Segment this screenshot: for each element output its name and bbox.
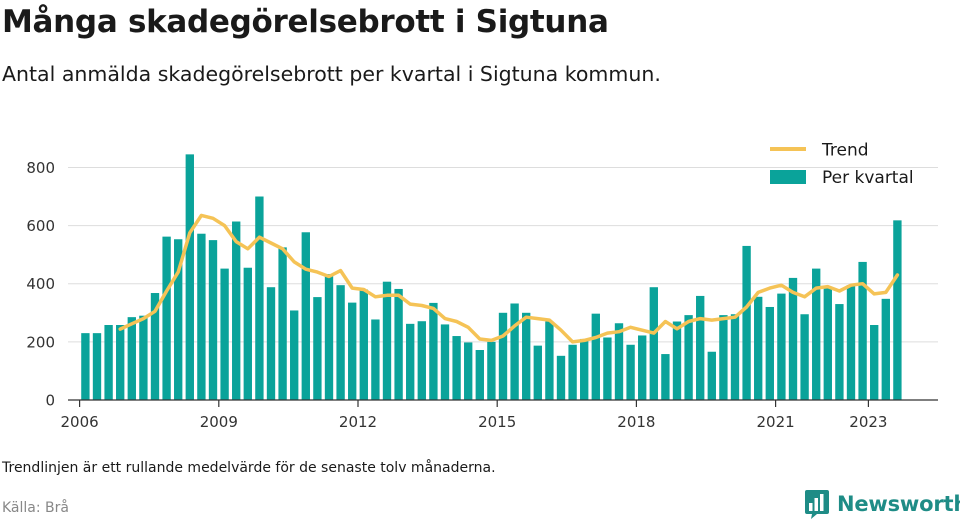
bar <box>754 296 763 400</box>
bar <box>893 220 902 400</box>
bar <box>846 285 856 400</box>
bar <box>371 319 380 400</box>
legend: Trend Per kvartal <box>770 141 914 188</box>
bar <box>116 325 125 400</box>
bar <box>696 295 705 400</box>
bar <box>313 297 322 400</box>
trend-line <box>118 213 900 344</box>
bar <box>777 293 786 400</box>
bar <box>800 314 809 400</box>
bar <box>220 268 229 400</box>
bar <box>208 240 218 400</box>
bar <box>719 315 728 400</box>
bar <box>406 323 415 400</box>
bar <box>661 354 670 400</box>
bar <box>545 321 554 400</box>
bar <box>498 312 508 400</box>
x-tick-label: 2006 <box>61 413 99 431</box>
bar <box>197 233 206 400</box>
bar <box>823 286 832 400</box>
bar <box>556 355 566 400</box>
y-tick-label: 400 <box>26 275 55 293</box>
bar <box>522 312 531 400</box>
bar <box>614 323 624 400</box>
trend-series <box>118 213 900 344</box>
bar <box>452 336 461 400</box>
x-tick-label: 2023 <box>849 413 887 431</box>
legend-label-per-kvartal: Per kvartal <box>822 168 914 188</box>
axes: 0 200 400 600 800 2006 2009 2012 2015 2018 2021 202… <box>26 159 938 431</box>
bar <box>266 287 276 400</box>
bar-chart-speech-bubble-icon <box>805 490 829 519</box>
bar <box>464 342 473 400</box>
bar <box>475 350 484 400</box>
x-tick-label: 2018 <box>617 413 655 431</box>
bar <box>440 324 450 400</box>
bar <box>788 277 798 400</box>
bar <box>359 289 368 400</box>
y-tick-label: 0 <box>45 392 55 410</box>
bar <box>336 285 345 400</box>
y-tick-label: 200 <box>26 333 55 351</box>
x-tick-label: 2021 <box>757 413 795 431</box>
bar <box>672 321 682 400</box>
y-tick-label: 800 <box>26 159 55 177</box>
bar <box>394 288 403 400</box>
chart-note: Trendlinjen är ett rullande medelvärde f… <box>2 460 496 476</box>
legend-swatch-per-kvartal <box>770 170 806 184</box>
bar-series <box>81 154 902 400</box>
bar <box>870 325 879 400</box>
bar <box>382 281 392 400</box>
bar <box>127 317 136 400</box>
bar <box>568 344 577 400</box>
bar <box>278 247 287 400</box>
bar <box>626 344 635 400</box>
y-tick-label: 600 <box>26 217 55 235</box>
bar <box>742 245 751 400</box>
bar <box>150 293 160 400</box>
bar <box>348 302 357 400</box>
bar <box>835 304 844 400</box>
brand-name: Newsworthy <box>837 492 960 516</box>
bar <box>603 337 612 400</box>
brand-logo-block: Newsworthy <box>804 489 960 519</box>
bar <box>243 267 252 400</box>
bar <box>139 315 148 400</box>
bar <box>510 303 519 400</box>
chart-subtitle: Antal anmälda skadegörelsebrott per kvar… <box>2 62 661 86</box>
chart-title: Många skadegörelsebrott i Sigtuna <box>2 4 609 40</box>
bar <box>255 196 264 400</box>
bar <box>301 232 310 400</box>
source-label: Källa: Brå <box>2 500 69 516</box>
bar <box>707 351 716 400</box>
bar <box>684 315 693 400</box>
bar <box>324 274 334 400</box>
bar <box>730 314 740 400</box>
x-tick-label: 2015 <box>478 413 516 431</box>
bar <box>232 221 241 400</box>
bar <box>858 261 867 400</box>
bar <box>162 236 171 400</box>
bar <box>638 335 647 400</box>
bar <box>81 333 90 400</box>
bar <box>429 302 438 400</box>
bar <box>591 313 600 400</box>
bar <box>881 298 890 400</box>
bar <box>417 321 426 400</box>
bar <box>812 268 821 400</box>
bar <box>533 345 542 400</box>
bar <box>104 325 113 400</box>
bar <box>765 306 774 400</box>
bar <box>290 310 299 400</box>
bar <box>487 341 496 400</box>
bar <box>185 154 194 400</box>
bar <box>580 338 589 400</box>
bar <box>649 287 658 400</box>
bar <box>92 333 102 400</box>
legend-label-trend: Trend <box>821 141 869 161</box>
x-tick-label: 2009 <box>200 413 238 431</box>
x-tick-label: 2012 <box>339 413 377 431</box>
bar <box>174 239 183 400</box>
